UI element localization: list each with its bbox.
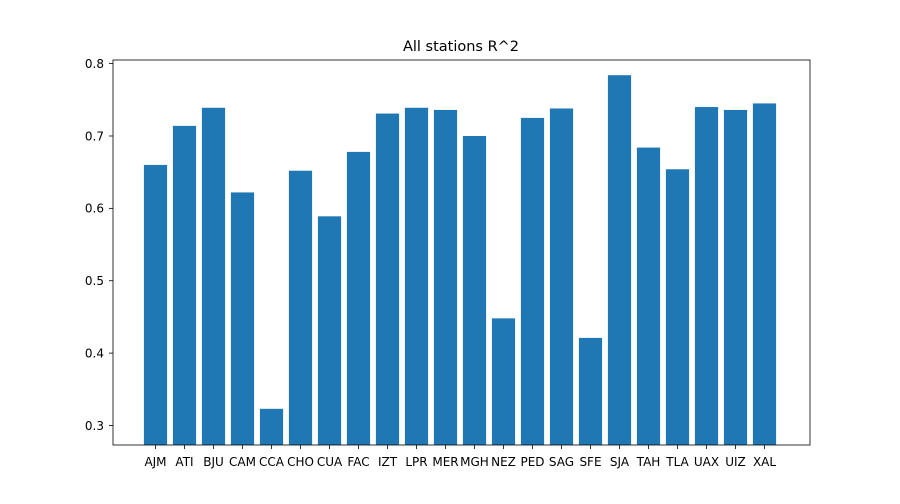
x-tick-label: MGH [460,455,489,469]
y-tick-label: 0.7 [85,129,104,143]
x-tick-label: SJA [610,455,630,469]
bar-cua [317,216,342,445]
x-tick-label: XAL [753,455,776,469]
x-tick-label: CHO [287,455,314,469]
x-tick-label: CUA [317,455,343,469]
bar-ati [172,125,197,446]
x-tick-label: PED [520,455,544,469]
y-tick-label: 0.8 [85,57,104,71]
bar-cca [259,408,284,445]
bar-uiz [723,109,748,446]
x-tick-label: NEZ [491,455,516,469]
bars-layer [143,75,777,446]
bar-sfe [578,337,603,445]
y-tick-label: 0.5 [85,274,104,288]
x-tick-label: AJM [144,455,166,469]
bar-cam [230,192,255,445]
bar-nez [491,318,516,445]
bar-fac [346,151,371,445]
x-tick-label: IZT [378,455,398,469]
x-tick-label: UIZ [725,455,746,469]
plot-frame [112,59,811,446]
bar-lpr [404,107,429,445]
bar-tah [636,147,661,445]
bar-izt [375,113,400,446]
x-tick-label: SAG [549,455,574,469]
chart-title: All stations R^2 [403,39,519,55]
bar-bju [201,107,226,445]
x-tick-label: FAC [347,455,369,469]
bar-tla [665,169,690,445]
bar-mgh [462,135,487,446]
bar-xal [752,103,777,446]
x-tick-label: TAH [636,455,661,469]
bar-sag [549,108,574,446]
x-tick-label: BJU [203,455,224,469]
x-tick-label: MER [432,455,458,469]
bar-cho [288,170,313,445]
y-tick-label: 0.4 [85,346,104,360]
x-tick-label: TLA [665,455,689,469]
bar-mer [433,109,458,446]
x-tick-label: CCA [259,455,285,469]
bar-ped [520,117,545,445]
y-axis: 0.3 0.4 0.5 0.6 0.7 0.8 [85,57,113,433]
x-tick-label: ATI [175,455,193,469]
bar-uax [694,107,719,445]
x-tick-label: UAX [694,455,719,469]
bar-sja [607,75,632,445]
x-tick-label: SFE [579,455,601,469]
bar-ajm [143,164,168,445]
y-tick-label: 0.3 [85,419,104,433]
x-tick-label: CAM [229,455,256,469]
y-tick-label: 0.6 [85,202,104,216]
x-tick-label: LPR [405,455,427,469]
x-axis: AJM ATI BJU CAM CCA CHO CUA FAC IZT LPR MER MGH NEZ P… [144,445,776,469]
